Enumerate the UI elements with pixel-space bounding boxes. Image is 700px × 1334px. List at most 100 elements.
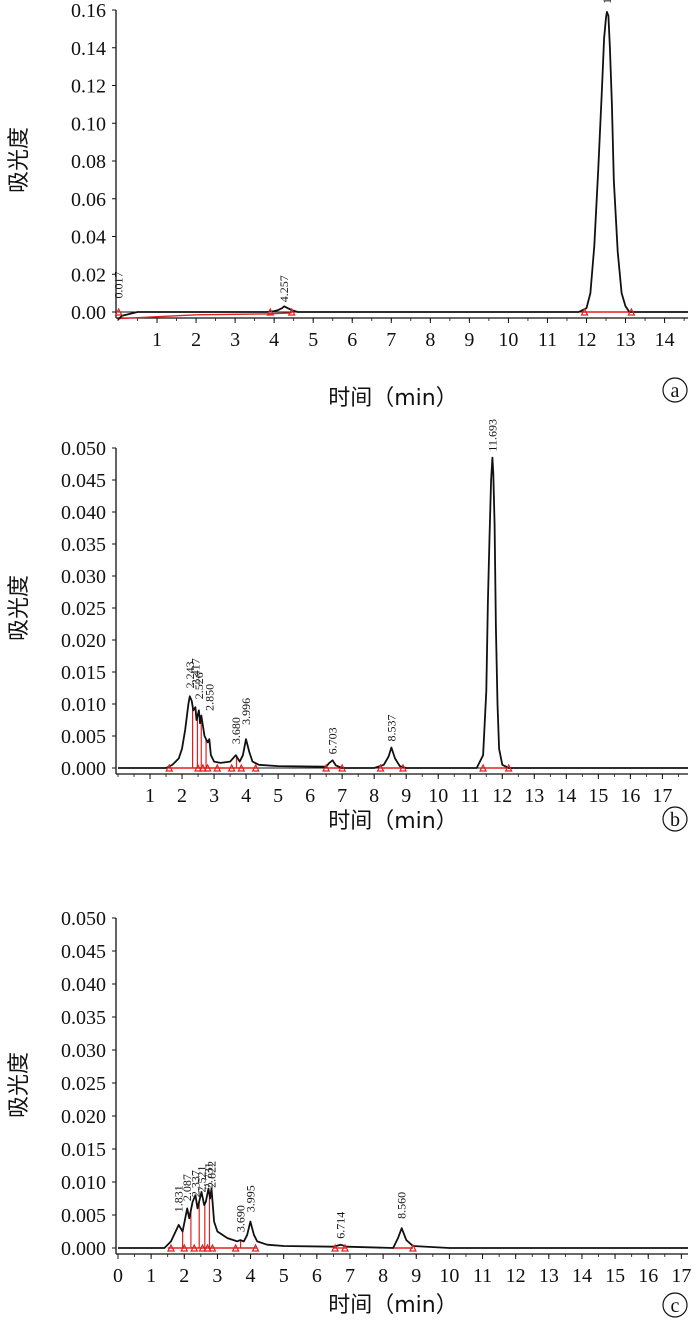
y-tick-label: 0.000 bbox=[61, 758, 106, 780]
peak-label: 6.703 bbox=[326, 727, 340, 754]
peak-boundary-marker bbox=[341, 1243, 349, 1252]
y-tick-label: 0.14 bbox=[71, 38, 106, 60]
panel-tag-label: c bbox=[671, 1295, 680, 1317]
peak-boundary-marker bbox=[376, 763, 385, 772]
y-tick-label: 0.06 bbox=[71, 189, 106, 211]
peak-boundary-marker bbox=[198, 1243, 207, 1252]
peak-label: 3.680 bbox=[229, 717, 243, 744]
y-tick-label: 0.035 bbox=[61, 1007, 106, 1029]
chromatogram-trace bbox=[118, 456, 688, 769]
y-tick-label: 0.025 bbox=[61, 598, 106, 620]
x-tick-label: 10 bbox=[428, 785, 448, 807]
peak-label: 2.850 bbox=[202, 684, 216, 711]
peak-label: 3.690 bbox=[233, 1205, 247, 1232]
x-tick-label: 5 bbox=[279, 1265, 289, 1287]
x-tick-label: 14 bbox=[655, 329, 675, 351]
x-tick-label: 8 bbox=[369, 785, 379, 807]
integration-baseline bbox=[266, 312, 292, 315]
y-axis-title: 吸光度 bbox=[7, 575, 32, 641]
peak-boundary-marker bbox=[203, 763, 212, 772]
y-axis-title: 吸光度 bbox=[7, 127, 32, 193]
peak-label: 2.417 bbox=[188, 658, 202, 685]
x-tick-label: 2 bbox=[179, 1265, 189, 1287]
peak-boundary-marker bbox=[251, 1243, 260, 1252]
peak-boundary-marker bbox=[231, 1243, 240, 1252]
peak-label: 4.257 bbox=[277, 275, 291, 302]
y-tick-label: 0.005 bbox=[61, 726, 106, 748]
x-tick-label: 10 bbox=[498, 329, 518, 351]
peak-label: 2.087 bbox=[180, 1174, 194, 1201]
y-tick-label: 0.015 bbox=[61, 1139, 106, 1161]
panel-tag-circle bbox=[662, 1292, 688, 1318]
x-tick-label: 7 bbox=[337, 785, 347, 807]
x-tick-label: 16 bbox=[620, 785, 640, 807]
peak-label: 6.714 bbox=[333, 1212, 347, 1239]
x-axis-title: 时间（min） bbox=[328, 1293, 458, 1318]
peak-boundary-marker bbox=[180, 1243, 189, 1252]
y-tick-label: 0.050 bbox=[61, 908, 106, 930]
chromatogram-trace bbox=[118, 1187, 688, 1249]
chromatogram-trace bbox=[117, 10, 688, 321]
x-tick-label: 2 bbox=[177, 785, 187, 807]
peak-label: 8.537 bbox=[384, 715, 398, 742]
y-tick-label: 0.045 bbox=[61, 941, 106, 963]
peak-boundary-marker bbox=[203, 1243, 212, 1252]
peak-boundary-marker bbox=[213, 763, 222, 772]
peak-label: 2.822 bbox=[205, 1161, 219, 1188]
chart-panel-a: 0.000.020.040.060.080.100.120.140.161 2 3 4… bbox=[7, 0, 688, 411]
peak-label: 11.693 bbox=[485, 419, 499, 452]
x-tick-label: 10 bbox=[439, 1265, 459, 1287]
y-tick-label: 0.045 bbox=[61, 470, 106, 492]
peak-boundary-marker bbox=[408, 1243, 417, 1252]
peak-boundary-marker bbox=[399, 763, 407, 772]
x-tick-label: 13 bbox=[524, 785, 544, 807]
x-tick-label: 6 bbox=[347, 329, 357, 351]
peak-label: 0.017 bbox=[112, 271, 126, 298]
y-tick-label: 0.010 bbox=[61, 1172, 106, 1194]
peak-boundary-marker bbox=[167, 1243, 175, 1252]
peak-boundary-marker bbox=[165, 763, 174, 772]
panel-tag-label: a bbox=[671, 380, 680, 402]
x-tick-label: 5 bbox=[273, 785, 283, 807]
y-tick-label: 0.050 bbox=[61, 438, 106, 460]
peak-label: 2.243 bbox=[183, 661, 197, 688]
x-tick-label: 11 bbox=[461, 785, 480, 807]
x-axis-title: 时间（min） bbox=[328, 809, 458, 834]
y-tick-label: 0.000 bbox=[61, 1238, 106, 1260]
x-tick-label: 1 bbox=[146, 1265, 156, 1287]
peak-label: 2.337 bbox=[188, 1170, 202, 1197]
y-tick-label: 0.030 bbox=[61, 566, 106, 588]
x-tick-label: 12 bbox=[492, 785, 512, 807]
integration-baseline bbox=[196, 313, 267, 316]
y-tick-label: 0.02 bbox=[71, 264, 106, 286]
x-tick-label: 7 bbox=[386, 329, 396, 351]
y-tick-label: 0.00 bbox=[71, 302, 106, 324]
y-tick-label: 0.020 bbox=[61, 1106, 106, 1128]
integration-baseline bbox=[117, 314, 197, 320]
x-tick-label: 17 bbox=[652, 785, 672, 807]
y-tick-label: 0.10 bbox=[71, 113, 106, 135]
y-tick-label: 0.015 bbox=[61, 662, 106, 684]
peak-label: 2.526 bbox=[192, 672, 206, 699]
peak-boundary-marker bbox=[504, 763, 513, 772]
x-tick-label: 3 bbox=[209, 785, 219, 807]
x-tick-label: 8 bbox=[425, 329, 435, 351]
peak-boundary-marker bbox=[194, 763, 203, 772]
x-tick-label: 4 bbox=[246, 1265, 256, 1287]
y-tick-label: 0.040 bbox=[61, 502, 106, 524]
y-tick-label: 0.005 bbox=[61, 1205, 106, 1227]
x-tick-label: 17 bbox=[671, 1265, 691, 1287]
x-tick-label: 12 bbox=[506, 1265, 526, 1287]
x-tick-label: 0 bbox=[113, 1265, 123, 1287]
y-tick-label: 0.020 bbox=[61, 630, 106, 652]
peak-boundary-marker bbox=[251, 763, 260, 772]
x-tick-label: 1 bbox=[145, 785, 155, 807]
y-tick-label: 0.12 bbox=[71, 76, 106, 98]
peak-boundary-marker bbox=[338, 763, 347, 772]
x-tick-label: 15 bbox=[605, 1265, 625, 1287]
y-tick-label: 0.04 bbox=[71, 227, 106, 249]
x-tick-label: 14 bbox=[572, 1265, 592, 1287]
y-tick-label: 0.035 bbox=[61, 534, 106, 556]
